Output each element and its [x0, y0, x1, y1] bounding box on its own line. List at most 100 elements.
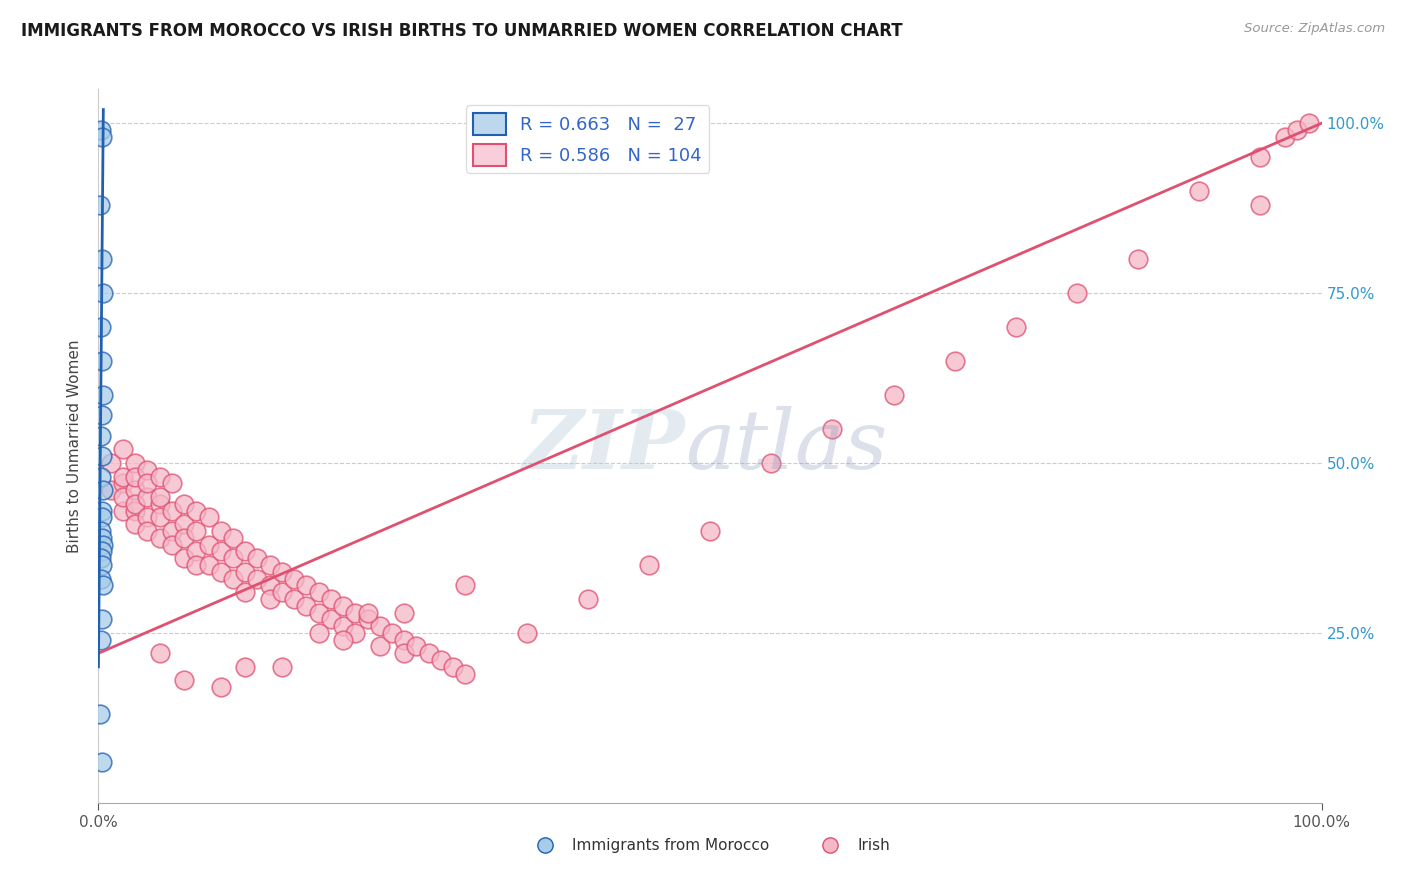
Point [332, 619, 354, 633]
Text: ZIP: ZIP [523, 406, 686, 486]
Point [91, 544, 114, 558]
Point [1249, 150, 1271, 164]
Point [173, 497, 195, 511]
Point [308, 606, 330, 620]
Point [100, 483, 122, 498]
Point [90, 524, 112, 538]
Point [90, 429, 112, 443]
Point [368, 619, 391, 633]
Point [392, 632, 416, 647]
Point [283, 591, 305, 606]
Point [233, 565, 256, 579]
Point [418, 646, 440, 660]
Point [392, 646, 416, 660]
Point [160, 476, 183, 491]
Point [136, 490, 159, 504]
Point [883, 388, 905, 402]
Point [197, 558, 219, 572]
Point [295, 578, 318, 592]
Point [89, 198, 111, 212]
Point [270, 660, 294, 674]
Point [356, 606, 378, 620]
Point [91, 531, 114, 545]
Point [356, 612, 378, 626]
Point [381, 626, 404, 640]
Point [124, 483, 146, 498]
Point [111, 490, 134, 504]
Point [149, 469, 172, 483]
Point [1066, 286, 1088, 301]
Point [344, 606, 367, 620]
Point [259, 578, 281, 592]
Point [91, 537, 114, 551]
Point [90, 572, 112, 586]
Point [259, 591, 281, 606]
Point [173, 517, 195, 532]
Point [173, 673, 195, 688]
Text: Source: ZipAtlas.com: Source: ZipAtlas.com [1244, 22, 1385, 36]
Point [430, 653, 453, 667]
Point [295, 599, 318, 613]
Point [160, 524, 183, 538]
Point [441, 660, 464, 674]
Point [91, 755, 114, 769]
Point [637, 558, 661, 572]
Point [111, 469, 134, 483]
Point [160, 537, 183, 551]
Point [368, 640, 391, 654]
Point [270, 585, 294, 599]
Point [91, 449, 114, 463]
Point [1274, 129, 1296, 144]
Point [173, 551, 195, 566]
Point [186, 558, 208, 572]
Point [259, 558, 281, 572]
Point [209, 680, 232, 694]
Point [209, 544, 232, 558]
Point [91, 503, 114, 517]
Point [222, 531, 245, 545]
Point [308, 585, 330, 599]
Point [111, 503, 134, 517]
Point [90, 632, 112, 647]
Point [91, 354, 114, 368]
Point [761, 456, 783, 470]
Point [89, 707, 111, 722]
Point [308, 626, 330, 640]
Text: atlas: atlas [686, 406, 889, 486]
Point [91, 409, 114, 423]
Point [943, 354, 966, 368]
Point [149, 510, 172, 524]
Point [1004, 320, 1026, 334]
Point [392, 606, 416, 620]
Point [821, 422, 844, 436]
Point [136, 476, 159, 491]
Point [1188, 184, 1211, 198]
Point [90, 469, 112, 483]
Point [186, 544, 208, 558]
Point [454, 666, 477, 681]
Point [186, 524, 208, 538]
Point [332, 599, 354, 613]
Point [283, 572, 305, 586]
Point [197, 510, 219, 524]
Point [173, 531, 195, 545]
Point [233, 585, 256, 599]
Point [91, 388, 114, 402]
Point [149, 531, 172, 545]
Point [209, 565, 232, 579]
Point [149, 646, 172, 660]
Point [111, 442, 134, 457]
Point [90, 320, 112, 334]
Point [90, 551, 112, 566]
Point [149, 497, 172, 511]
Point [90, 123, 112, 137]
Point [233, 660, 256, 674]
Point [332, 632, 354, 647]
Y-axis label: Births to Unmarried Women: Births to Unmarried Women [67, 339, 83, 553]
Point [454, 578, 477, 592]
Point [197, 537, 219, 551]
Point [91, 286, 114, 301]
Point [160, 503, 183, 517]
Point [1128, 252, 1150, 266]
Point [136, 463, 159, 477]
